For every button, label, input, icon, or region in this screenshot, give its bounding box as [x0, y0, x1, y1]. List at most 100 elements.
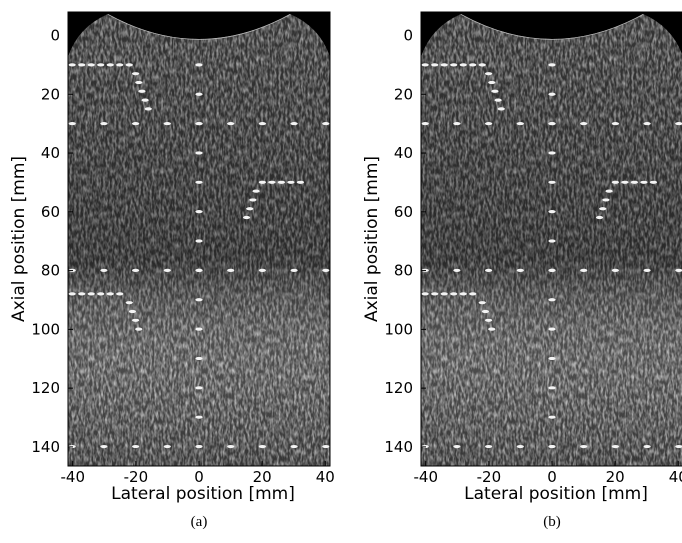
point-target — [163, 121, 171, 126]
point-target — [548, 327, 556, 331]
point-target — [516, 268, 524, 272]
point-target — [431, 292, 439, 296]
point-target — [459, 63, 467, 67]
ultrasound-image — [68, 14, 330, 466]
point-target — [488, 80, 496, 85]
point-target — [675, 268, 682, 272]
point-target — [246, 207, 254, 211]
point-target — [611, 180, 619, 184]
point-target — [195, 92, 203, 96]
y-axis-label: Axial position [mm] — [9, 156, 29, 322]
point-target — [630, 180, 639, 184]
point-target — [195, 239, 203, 243]
point-target — [97, 63, 105, 67]
point-target — [481, 309, 490, 314]
ultrasound-image — [421, 14, 682, 466]
point-target — [195, 415, 203, 419]
point-target — [675, 444, 682, 449]
point-target — [421, 292, 429, 296]
point-target — [78, 63, 86, 67]
point-target — [116, 292, 124, 296]
point-target — [322, 121, 330, 126]
point-target — [548, 239, 556, 243]
point-target — [580, 444, 588, 449]
point-target — [163, 444, 171, 449]
point-target — [125, 301, 133, 305]
point-target — [132, 72, 140, 76]
point-target — [290, 121, 298, 126]
point-target — [611, 268, 619, 272]
point-target — [258, 444, 266, 449]
panel-caption: (a) — [191, 514, 208, 530]
point-target — [621, 180, 629, 184]
point-target — [580, 268, 588, 272]
x-tick-label: -40 — [60, 468, 85, 486]
point-target — [453, 268, 461, 272]
depth-shading — [68, 14, 330, 466]
point-target — [516, 444, 524, 449]
point-target — [296, 180, 305, 184]
point-target — [258, 268, 266, 272]
point-target — [548, 268, 556, 272]
point-target — [132, 444, 140, 449]
point-target — [116, 63, 124, 67]
point-target — [195, 210, 203, 214]
point-target — [611, 444, 619, 449]
point-target — [195, 268, 203, 272]
point-target — [195, 121, 203, 126]
y-tick-label: 20 — [41, 85, 60, 103]
point-target — [649, 180, 658, 184]
point-target — [548, 415, 556, 419]
y-tick-label: 40 — [394, 144, 413, 162]
point-target — [643, 268, 651, 272]
point-target — [227, 444, 235, 449]
point-target — [195, 298, 203, 302]
point-target — [268, 180, 276, 184]
x-tick-label: 0 — [547, 468, 557, 486]
point-target — [485, 318, 493, 322]
point-target — [195, 63, 203, 67]
y-axis-label: Axial position [mm] — [362, 156, 382, 322]
point-target — [440, 63, 448, 67]
point-target — [516, 121, 524, 126]
point-target — [548, 210, 556, 214]
x-tick-label: -40 — [413, 468, 438, 486]
point-target — [227, 268, 235, 272]
point-target — [258, 180, 266, 184]
point-target — [132, 121, 140, 126]
point-target — [485, 444, 493, 449]
point-target — [548, 121, 556, 126]
ultrasound-panel: -40 -20 0 20 40 0 20 40 60 80 100 120 140 Lateral pos… — [362, 11, 682, 530]
point-target — [106, 292, 114, 296]
point-target — [87, 292, 95, 296]
point-target — [491, 89, 499, 93]
x-tick-label: -20 — [124, 468, 149, 486]
y-tick-label: 0 — [50, 27, 60, 45]
point-target — [322, 444, 330, 449]
point-target — [195, 386, 203, 390]
x-tick-label: 40 — [669, 468, 682, 486]
ultrasound-panel: -40 -20 0 20 40 0 20 40 60 80 100 120 140 Lateral pos… — [9, 11, 335, 530]
point-target — [548, 151, 556, 155]
point-target — [249, 198, 257, 202]
point-target — [128, 309, 137, 314]
point-target — [163, 268, 171, 272]
point-target — [548, 298, 556, 302]
y-tick-label: 40 — [41, 144, 60, 162]
y-tick-label: 0 — [403, 27, 413, 45]
point-target — [195, 356, 203, 361]
point-target — [640, 180, 648, 184]
point-target — [68, 292, 76, 296]
point-target — [548, 386, 556, 390]
point-target — [459, 292, 467, 296]
point-target — [605, 189, 613, 193]
y-tick-label: 60 — [394, 203, 413, 221]
point-target — [643, 444, 651, 449]
point-target — [258, 121, 266, 126]
point-target — [469, 63, 477, 67]
point-target — [431, 63, 439, 67]
point-target — [478, 301, 486, 305]
y-tick-label: 80 — [41, 262, 60, 280]
y-tick-label: 140 — [31, 438, 60, 456]
point-target — [78, 292, 86, 296]
